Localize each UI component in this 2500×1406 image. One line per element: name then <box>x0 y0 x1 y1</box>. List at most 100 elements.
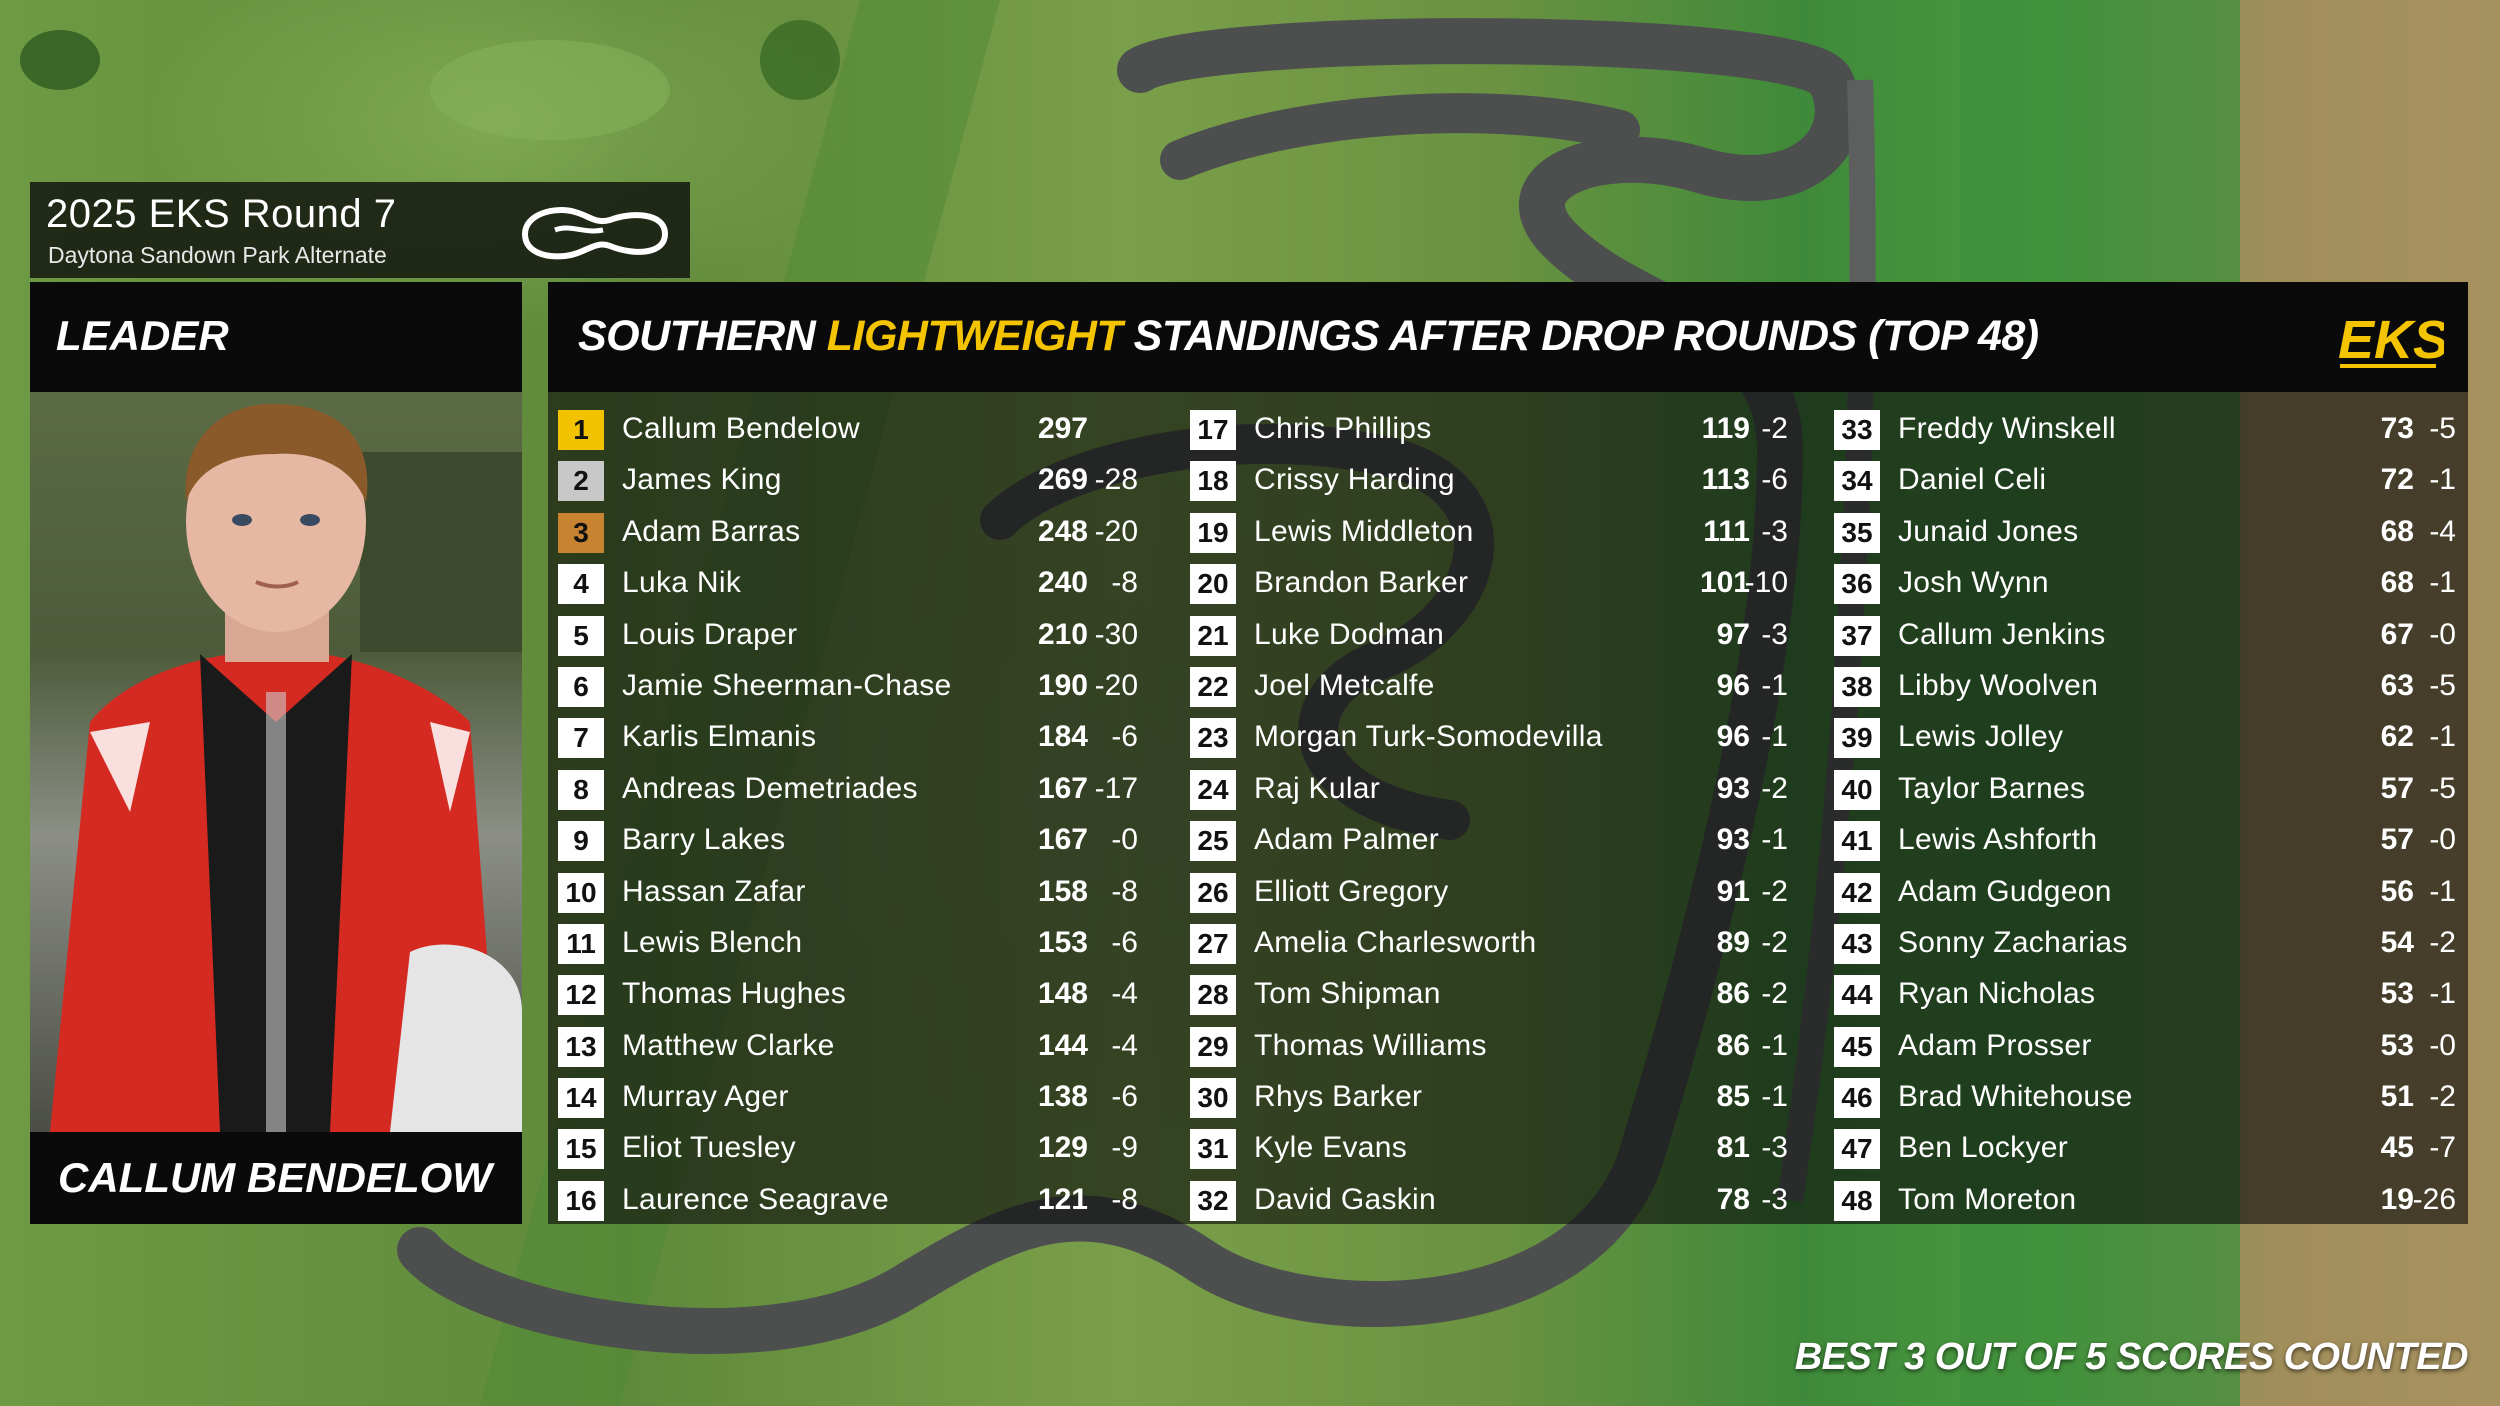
position-badge: 29 <box>1190 1026 1236 1067</box>
standings-row: 42 Adam Gudgeon 56 -1 <box>1824 867 2456 918</box>
dropped-points: -9 <box>1111 1131 1138 1165</box>
driver-points: 248 <box>1037 514 1088 548</box>
standings-row: 23 Morgan Turk-Somodevilla 96 -1 <box>1180 712 1800 763</box>
driver-points: 89 <box>1716 925 1750 959</box>
dropped-points: -1 <box>1761 823 1788 857</box>
standings-title-suffix: STANDINGS AFTER DROP ROUNDS (TOP 48) <box>1122 312 2039 360</box>
dropped-points: -1 <box>1761 668 1788 702</box>
standings-row: 41 Lewis Ashforth 57 -0 <box>1824 815 2456 866</box>
standings-row: 30 Rhys Barker 85 -1 <box>1180 1072 1800 1123</box>
driver-name: Tom Shipman <box>1254 977 1441 1011</box>
driver-points: 51 <box>2380 1080 2414 1114</box>
driver-name: Taylor Barnes <box>1898 771 2086 805</box>
driver-name: Barry Lakes <box>622 823 786 857</box>
standings-row: 25 Adam Palmer 93 -1 <box>1180 815 1800 866</box>
standings-row: 24 Raj Kular 93 -2 <box>1180 764 1800 815</box>
driver-name: Adam Prosser <box>1898 1028 2092 1062</box>
position-badge: 45 <box>1834 1026 1880 1067</box>
driver-points: 53 <box>2380 1028 2414 1062</box>
driver-points: 167 <box>1037 823 1088 857</box>
driver-points: 240 <box>1037 566 1088 600</box>
dropped-points: -1 <box>2429 720 2456 754</box>
position-badge: 10 <box>558 872 604 913</box>
driver-name: Kyle Evans <box>1254 1131 1408 1165</box>
driver-name: Lewis Blench <box>622 925 803 959</box>
driver-points: 158 <box>1037 874 1088 908</box>
standings-row: 2 James King 269 -28 <box>548 455 1168 506</box>
driver-points: 138 <box>1037 1080 1088 1114</box>
driver-name: Lewis Jolley <box>1898 720 2064 754</box>
dropped-points: -3 <box>1761 1131 1788 1165</box>
driver-points: 57 <box>2380 823 2414 857</box>
event-venue: Daytona Sandown Park Alternate <box>48 242 387 268</box>
dropped-points: -1 <box>1761 720 1788 754</box>
standings-row: 21 Luke Dodman 97 -3 <box>1180 610 1800 661</box>
standings-row: 9 Barry Lakes 167 -0 <box>548 815 1168 866</box>
driver-points: 57 <box>2380 771 2414 805</box>
driver-name: Freddy Winskell <box>1898 412 2116 445</box>
position-badge: 17 <box>1190 410 1236 450</box>
driver-name: Callum Jenkins <box>1898 617 2106 651</box>
driver-points: 93 <box>1716 823 1750 857</box>
driver-name: Adam Barras <box>622 514 801 548</box>
driver-name: Karlis Elmanis <box>622 720 817 754</box>
position-badge: 30 <box>1190 1078 1236 1119</box>
standings-panel: SOUTHERN LIGHTWEIGHT STANDINGS AFTER DRO… <box>548 282 2468 1224</box>
driver-name: Rhys Barker <box>1254 1080 1423 1114</box>
driver-name: Crissy Harding <box>1254 463 1455 497</box>
dropped-points: -8 <box>1111 874 1138 908</box>
eks-logo: EKS <box>2338 310 2444 370</box>
standings-row: 37 Callum Jenkins 67 -0 <box>1824 610 2456 661</box>
dropped-points: -26 <box>2412 1182 2456 1216</box>
driver-name: Adam Gudgeon <box>1898 874 2112 908</box>
driver-points: 68 <box>2380 566 2414 600</box>
driver-points: 184 <box>1037 720 1088 754</box>
driver-points: 210 <box>1037 617 1088 651</box>
position-badge: 5 <box>558 615 604 656</box>
event-info-box: 2025 EKS Round 7 Daytona Sandown Park Al… <box>30 182 690 278</box>
dropped-points: -20 <box>1094 668 1138 702</box>
dropped-points: -0 <box>2429 1028 2456 1062</box>
driver-name: Lewis Ashforth <box>1898 823 2098 857</box>
dropped-points: -4 <box>2429 514 2456 548</box>
dropped-points: -1 <box>1761 1028 1788 1062</box>
position-badge: 43 <box>1834 923 1880 964</box>
standings-row: 44 Ryan Nicholas 53 -1 <box>1824 969 2456 1020</box>
dropped-points: -1 <box>2429 977 2456 1011</box>
dropped-points: -5 <box>2429 668 2456 702</box>
driver-name: Ryan Nicholas <box>1898 977 2096 1011</box>
standings-row: 3 Adam Barras 248 -20 <box>548 507 1168 558</box>
dropped-points: -5 <box>2429 412 2456 445</box>
standings-row: 10 Hassan Zafar 158 -8 <box>548 867 1168 918</box>
driver-name: Joel Metcalfe <box>1254 668 1435 702</box>
driver-name: Eliot Tuesley <box>622 1131 796 1165</box>
standings-row: 48 Tom Moreton 19 -26 <box>1824 1175 2456 1226</box>
driver-points: 45 <box>2380 1131 2414 1165</box>
position-badge: 32 <box>1190 1180 1236 1221</box>
dropped-points: -5 <box>2429 771 2456 805</box>
standings-row: 45 Adam Prosser 53 -0 <box>1824 1021 2456 1072</box>
position-badge: 22 <box>1190 666 1236 707</box>
position-badge: 46 <box>1834 1078 1880 1119</box>
driver-points: 269 <box>1037 463 1088 497</box>
dropped-points: -17 <box>1094 771 1138 805</box>
position-badge: 19 <box>1190 512 1236 553</box>
position-badge: 8 <box>558 769 604 810</box>
standings-row: 6 Jamie Sheerman-Chase 190 -20 <box>548 661 1168 712</box>
driver-points: 101 <box>1699 566 1750 600</box>
position-badge: 40 <box>1834 769 1880 810</box>
driver-name: Matthew Clarke <box>622 1028 835 1062</box>
driver-name: Andreas Demetriades <box>622 771 918 805</box>
dropped-points: -28 <box>1094 463 1138 497</box>
standings-row: 27 Amelia Charlesworth 89 -2 <box>1180 918 1800 969</box>
driver-points: 93 <box>1716 771 1750 805</box>
dropped-points: -6 <box>1111 720 1138 754</box>
dropped-points: -1 <box>1761 1080 1788 1114</box>
driver-name: Laurence Seagrave <box>622 1182 889 1216</box>
dropped-points: -7 <box>2429 1131 2456 1165</box>
leader-photo <box>30 392 522 1132</box>
driver-points: 62 <box>2380 720 2414 754</box>
dropped-points: -1 <box>2429 874 2456 908</box>
driver-name: Junaid Jones <box>1898 514 2079 548</box>
driver-name: Daniel Celi <box>1898 463 2047 497</box>
